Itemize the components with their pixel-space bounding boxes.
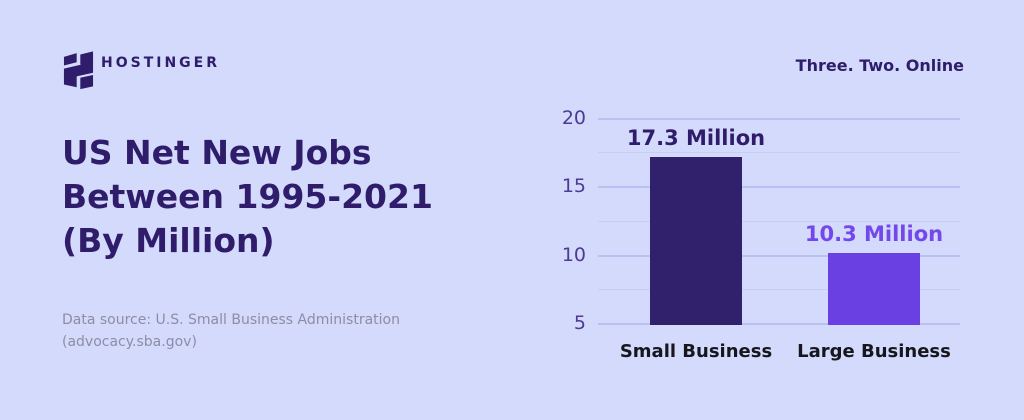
hostinger-wordmark: HOSTINGER xyxy=(101,55,221,71)
bar-value-label: 17.3 Million xyxy=(626,125,766,150)
gridline-minor xyxy=(598,220,960,222)
data-source-line-1: Data source: U.S. Small Business Adminis… xyxy=(62,312,400,328)
y-axis-tick-label: 20 xyxy=(561,107,586,129)
gridline-minor xyxy=(598,288,960,290)
chart-title: US Net New Jobs Between 1995-2021 (By Mi… xyxy=(62,131,502,263)
data-source-note: Data source: U.S. Small Business Adminis… xyxy=(62,309,492,353)
bar-chart-plot-area: 20 15 10 5 17.3 Million Small Business 10.3 Mi… xyxy=(562,107,960,362)
gridline-minor xyxy=(598,152,960,154)
y-axis-tick-label: 10 xyxy=(561,243,586,266)
chart-title-line-3: (By Million) xyxy=(62,221,275,260)
gridline-major xyxy=(598,254,960,257)
data-source-line-2: (advocacy.sba.gov) xyxy=(62,334,197,350)
brand-tagline: Three. Two. Online xyxy=(795,56,964,75)
x-axis-category-label: Large Business xyxy=(797,341,951,362)
bar-large-business xyxy=(828,252,920,325)
gridline-major xyxy=(598,118,960,120)
chart-title-line-1: US Net New Jobs xyxy=(62,133,372,172)
bar-small-business xyxy=(650,156,742,325)
bar-value-label: 10.3 Million xyxy=(804,221,944,246)
hostinger-logo-icon xyxy=(62,50,95,90)
chart-title-line-2: Between 1995-2021 xyxy=(62,177,433,216)
y-axis-tick-label: 15 xyxy=(561,175,586,198)
hostinger-logo xyxy=(62,50,95,90)
gridline-major xyxy=(598,323,960,325)
y-axis-tick-label: 5 xyxy=(573,312,586,334)
gridline-major xyxy=(598,186,960,189)
x-axis-category-label: Small Business xyxy=(619,341,773,362)
